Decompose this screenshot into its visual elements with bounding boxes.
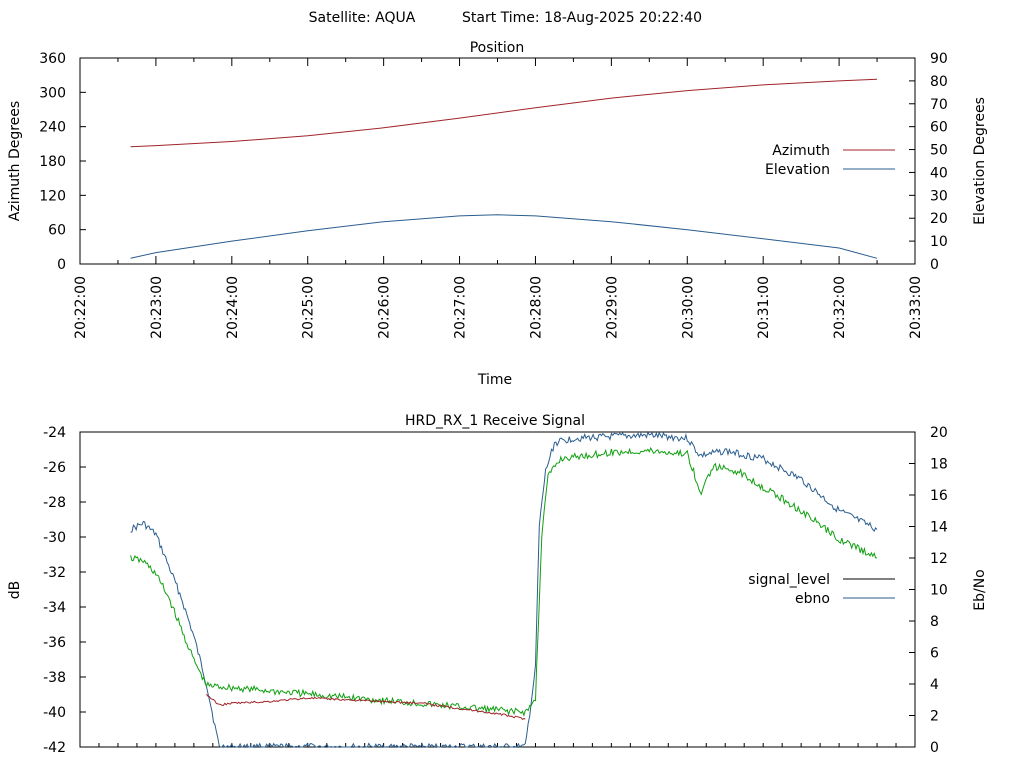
y2-tick-label: 10 <box>930 234 948 250</box>
x-tick-label: 20:31:00 <box>756 276 772 339</box>
y2-tick-label: 20 <box>930 211 948 227</box>
y-tick-label: -40 <box>43 705 66 721</box>
x-tick-label: 20:29:00 <box>604 276 620 339</box>
y2-tick-label: 90 <box>930 51 948 67</box>
x-tick-label: 20:27:00 <box>453 276 469 339</box>
y2-tick-label: 0 <box>930 740 939 756</box>
y-tick-label: -26 <box>43 460 66 476</box>
x-tick-label: 20:22:00 <box>73 276 89 339</box>
y2-tick-label: 70 <box>930 97 948 113</box>
series-line-Azimuth <box>130 78 878 148</box>
y-tick-label: -42 <box>43 740 66 756</box>
x-tick-label: 20:33:00 <box>908 276 924 339</box>
legend-label: signal_level <box>748 572 830 588</box>
receive-signal-chart: HRD_RX_1 Receive Signal dB Eb/No -42 -40 -… <box>7 413 988 756</box>
y2-tick-label: 8 <box>930 614 939 630</box>
plot-frame-1 <box>79 57 916 265</box>
position-y2-axis-label: Elevation Degrees <box>972 97 988 225</box>
series-line-trace-2 <box>206 693 526 721</box>
y-tick-label: 300 <box>39 85 66 101</box>
x-tick-label: 20:30:00 <box>680 276 696 339</box>
x-tick-label: 20:32:00 <box>832 276 848 339</box>
y-tick-label: -34 <box>43 600 66 616</box>
series-line-ebno <box>130 430 878 749</box>
x-tick-label: 20:24:00 <box>225 276 241 339</box>
series-line-trace-1 <box>130 446 878 717</box>
y-tick-label: 120 <box>39 188 66 204</box>
y2-tick-label: 6 <box>930 646 939 662</box>
y2-tick-label: 12 <box>930 551 948 567</box>
y2-tick-label: 2 <box>930 709 939 725</box>
x-tick-label: 20:23:00 <box>149 276 165 339</box>
legend-label: Elevation <box>765 162 830 178</box>
y2-tick-label: 60 <box>930 120 948 136</box>
position-chart-title: Position <box>470 40 525 56</box>
satellite-label: Satellite: AQUA <box>309 10 416 26</box>
y2-tick-label: 20 <box>930 425 948 441</box>
y2-tick-label: 10 <box>930 583 948 599</box>
plot-frame-2 <box>79 431 916 748</box>
legend-label: Azimuth <box>772 143 830 159</box>
x-tick-label: 20:26:00 <box>377 276 393 339</box>
x-tick-label: 20:28:00 <box>528 276 544 339</box>
x-tick-label: 20:25:00 <box>301 276 317 339</box>
y2-tick-label: 80 <box>930 74 948 90</box>
y-tick-label: 0 <box>57 257 66 273</box>
signal-chart-title: HRD_RX_1 Receive Signal <box>405 413 585 429</box>
series-line-Elevation <box>130 214 878 259</box>
y2-tick-label: 40 <box>930 165 948 181</box>
legend-label: ebno <box>795 591 830 607</box>
y2-tick-label: 16 <box>930 488 948 504</box>
y-tick-label: 240 <box>39 120 66 136</box>
y-tick-label: 60 <box>48 223 66 239</box>
y2-tick-label: 4 <box>930 677 939 693</box>
y2-tick-label: 50 <box>930 143 948 159</box>
y-tick-label: -36 <box>43 635 66 651</box>
y-tick-label: 360 <box>39 51 66 67</box>
y-tick-label: -30 <box>43 530 66 546</box>
y2-tick-label: 30 <box>930 188 948 204</box>
y2-tick-label: 18 <box>930 457 948 473</box>
y2-tick-label: 0 <box>930 257 939 273</box>
y-tick-label: -24 <box>43 425 66 441</box>
y-tick-label: -28 <box>43 495 66 511</box>
start-time-label: Start Time: 18-Aug-2025 20:22:40 <box>462 10 702 26</box>
position-y-axis-label: Azimuth Degrees <box>7 101 23 221</box>
position-x-axis-label: Time <box>477 372 512 388</box>
y-tick-label: 180 <box>39 154 66 170</box>
y-tick-label: -38 <box>43 670 66 686</box>
y2-tick-label: 14 <box>930 520 948 536</box>
signal-y-axis-label: dB <box>7 581 23 600</box>
y-tick-label: -32 <box>43 565 66 581</box>
position-chart: Position Time Azimuth Degrees Elevation … <box>7 40 988 388</box>
signal-y2-axis-label: Eb/No <box>972 569 988 611</box>
